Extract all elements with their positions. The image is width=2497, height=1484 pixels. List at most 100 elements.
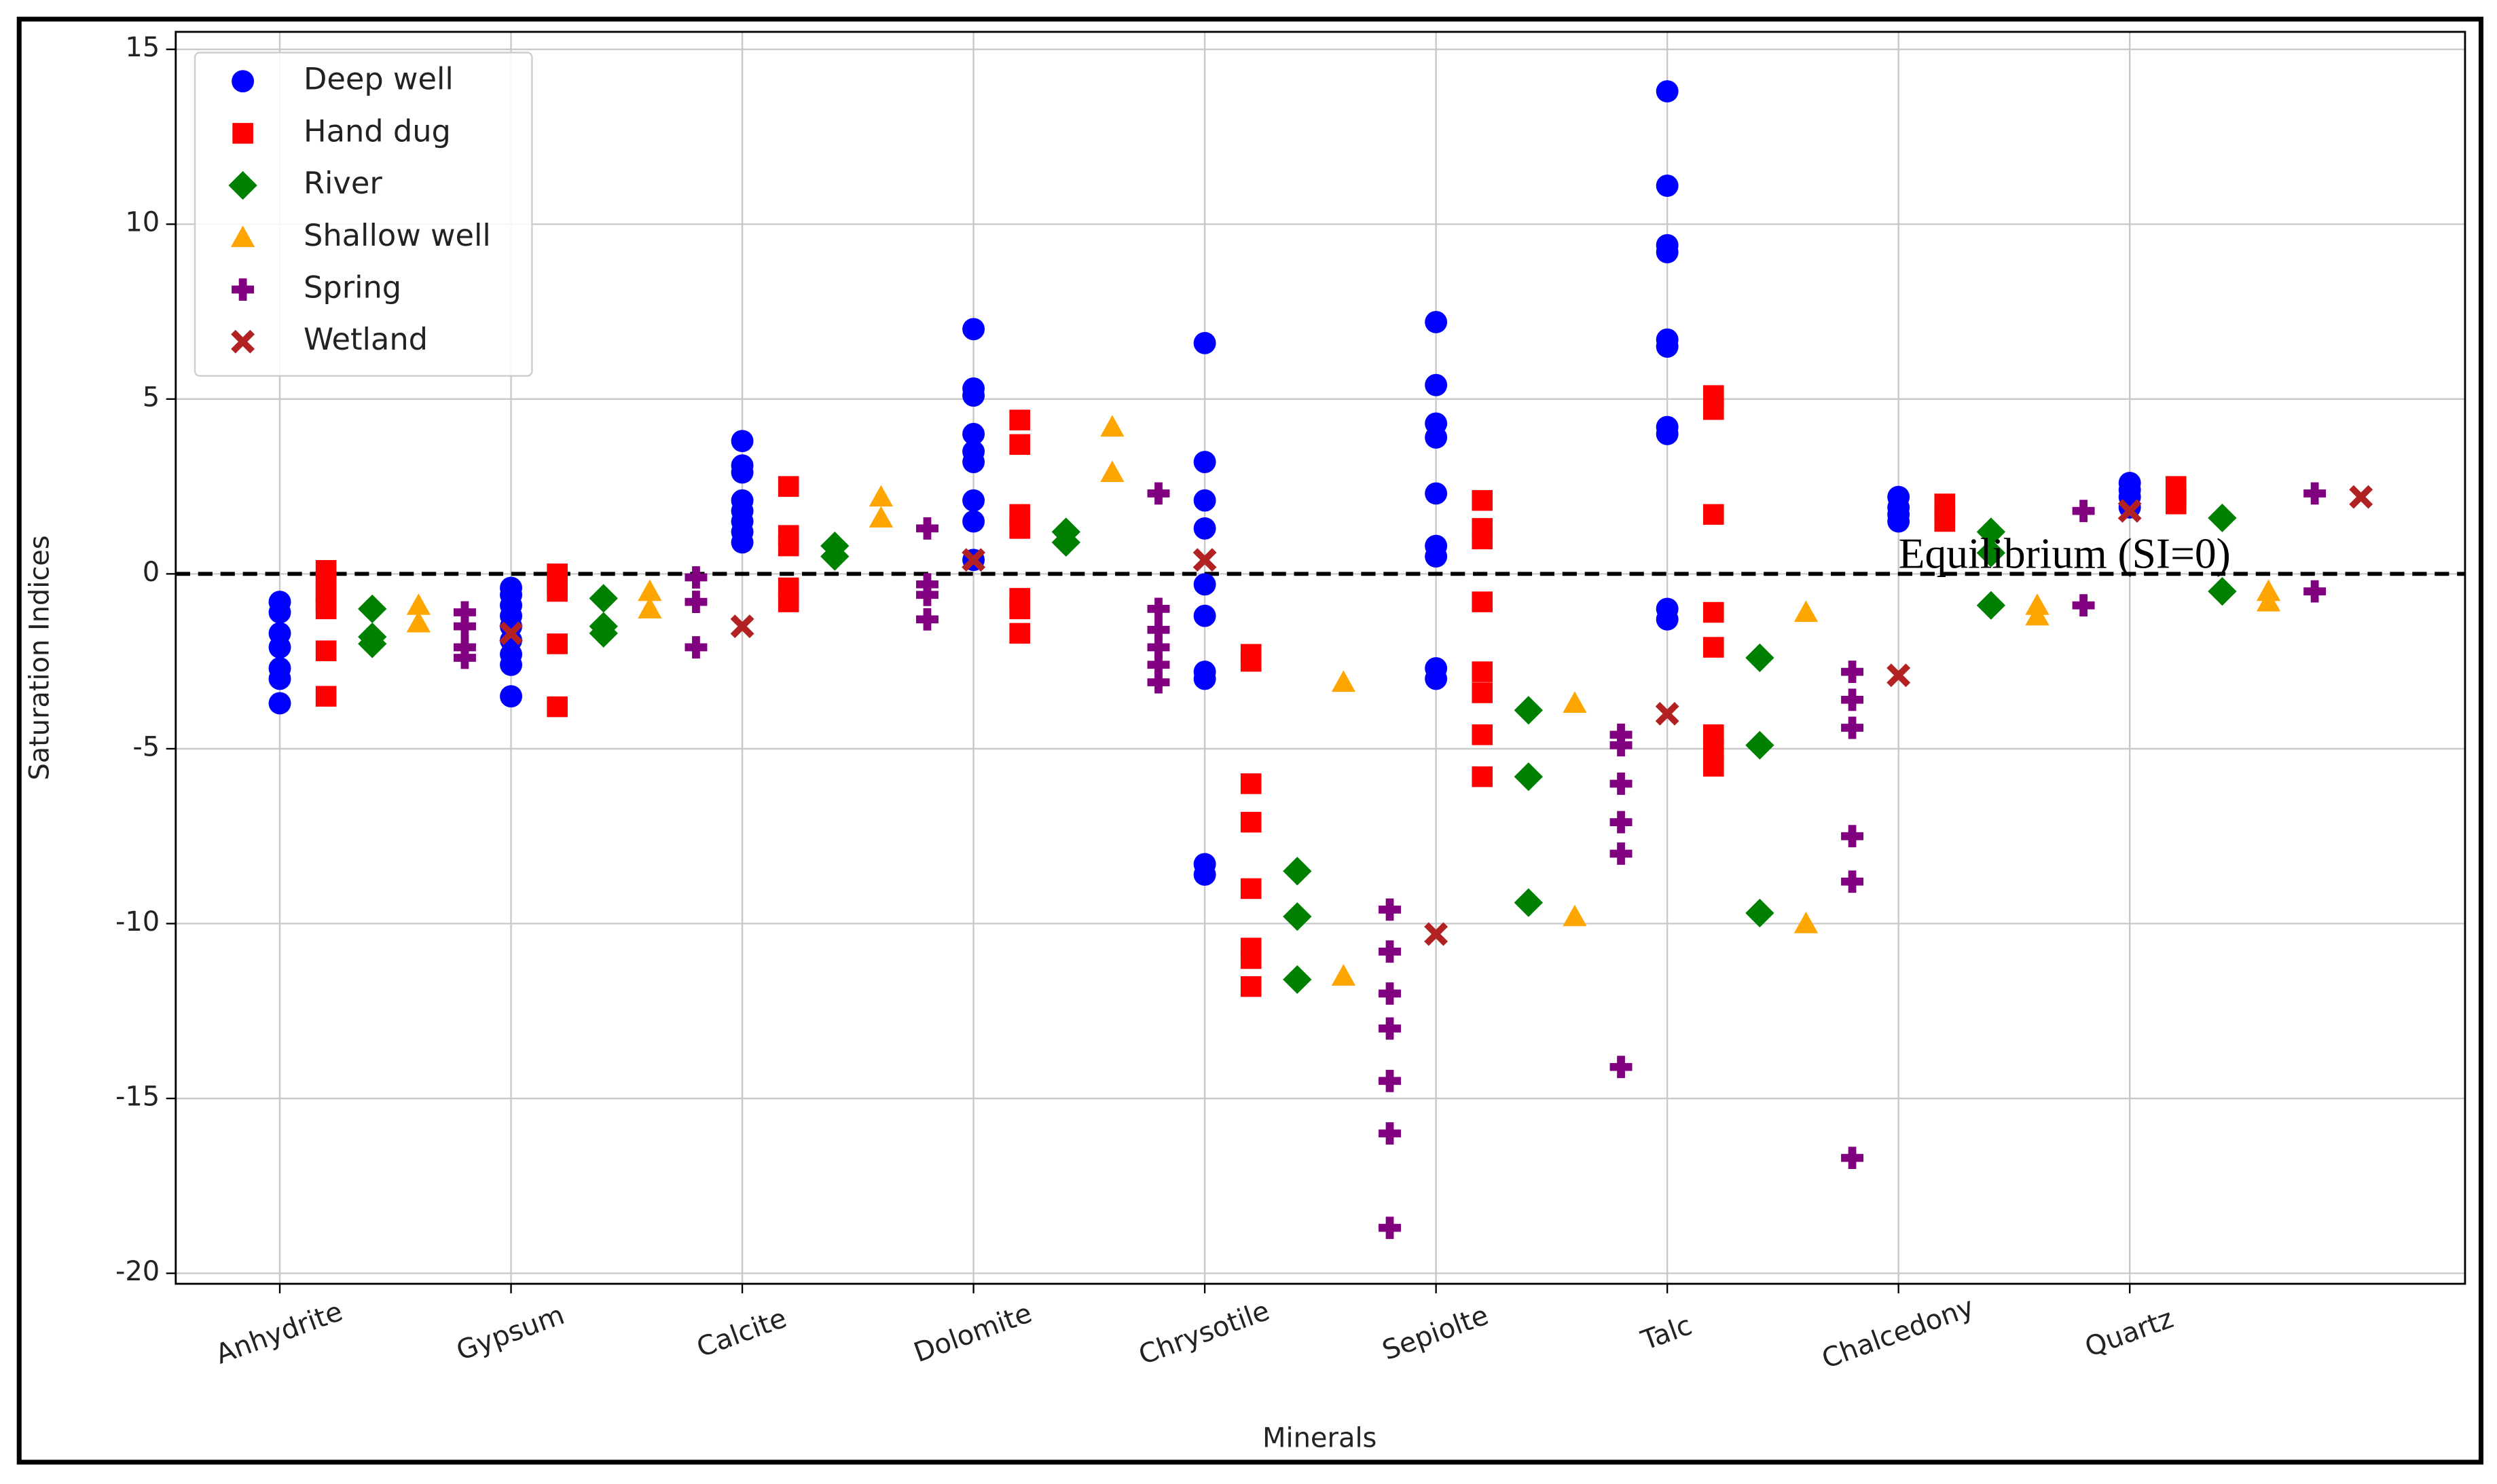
legend-marker: [231, 329, 255, 354]
point: [1656, 608, 1679, 631]
point: [2208, 503, 2237, 533]
point: [1240, 948, 1262, 969]
point: [1240, 976, 1262, 997]
point: [1472, 766, 1493, 787]
point: [2072, 594, 2095, 617]
point: [1240, 773, 1262, 794]
point: [268, 667, 291, 690]
point: [1283, 965, 1312, 995]
point: [962, 422, 985, 445]
point: [1472, 489, 1493, 511]
point: [1472, 724, 1493, 745]
point: [453, 601, 476, 624]
point: [1655, 702, 1679, 726]
point: [1745, 898, 1774, 928]
point: [1656, 335, 1679, 358]
point: [268, 636, 291, 658]
legend-box: [194, 52, 533, 377]
point: [1887, 663, 1911, 688]
point: [1841, 716, 1864, 739]
point: [1702, 399, 1724, 420]
point: [869, 506, 894, 528]
point: [1009, 518, 1030, 539]
point: [1745, 643, 1774, 673]
point: [1841, 825, 1864, 848]
point: [1472, 661, 1493, 682]
point: [1193, 517, 1216, 540]
point: [1147, 597, 1170, 620]
legend-label: River: [304, 166, 382, 201]
point: [2303, 482, 2327, 505]
point: [1656, 80, 1679, 103]
point: [730, 614, 754, 639]
point: [2072, 500, 2095, 523]
point: [1147, 618, 1170, 642]
point: [1425, 482, 1448, 505]
legend-label: Spring: [304, 270, 401, 305]
point: [1193, 489, 1216, 512]
point: [2256, 589, 2281, 612]
point: [1192, 548, 1217, 572]
series: [406, 415, 2281, 986]
point: [1702, 738, 1724, 760]
point: [1425, 545, 1448, 568]
point: [731, 531, 754, 554]
point: [962, 384, 985, 407]
point: [638, 597, 662, 618]
point: [1147, 653, 1170, 676]
point: [731, 430, 754, 453]
point: [1379, 982, 1401, 1005]
point: [869, 485, 894, 507]
point: [962, 510, 985, 533]
point: [1193, 667, 1216, 690]
point: [1702, 504, 1724, 525]
point: [962, 318, 985, 341]
point: [1009, 434, 1030, 456]
point: [1609, 842, 1633, 865]
point: [589, 618, 618, 648]
point: [1147, 671, 1170, 694]
point: [1240, 650, 1262, 672]
point: [1656, 174, 1679, 198]
point: [1147, 482, 1170, 505]
point: [1240, 811, 1262, 833]
point: [1976, 517, 2006, 546]
point: [1976, 538, 2006, 568]
point: [1283, 857, 1312, 886]
point: [1425, 667, 1448, 690]
point: [2303, 580, 2327, 603]
point: [406, 593, 431, 615]
point: [1331, 964, 1356, 986]
point: [1702, 637, 1724, 658]
series: [453, 482, 2327, 1240]
point: [1193, 604, 1216, 627]
point: [731, 461, 754, 484]
point: [1240, 878, 1262, 899]
point: [1379, 1122, 1401, 1145]
point: [685, 591, 708, 613]
point: [2166, 494, 2187, 515]
point: [1283, 902, 1312, 931]
point: [1976, 591, 2006, 620]
legend: Deep well Hand dug River Shallow well Spring…: [194, 52, 533, 377]
point: [1009, 623, 1030, 644]
point: [778, 591, 799, 612]
point: [1379, 1217, 1401, 1240]
point: [1193, 331, 1216, 354]
point: [1009, 598, 1030, 620]
point: [1841, 688, 1864, 711]
point: [1009, 409, 1030, 430]
plot-area: [175, 31, 2466, 1285]
legend-marker: [232, 70, 255, 93]
point: [1100, 415, 1125, 437]
y-tick-label: -10: [115, 906, 160, 938]
series: [499, 485, 2373, 946]
legend-label: Shallow well: [304, 218, 491, 253]
point: [1425, 426, 1448, 449]
point: [1193, 451, 1216, 473]
point: [2208, 577, 2237, 606]
y-tick-label: 5: [143, 382, 160, 413]
point: [406, 610, 431, 633]
point: [1379, 1069, 1401, 1092]
